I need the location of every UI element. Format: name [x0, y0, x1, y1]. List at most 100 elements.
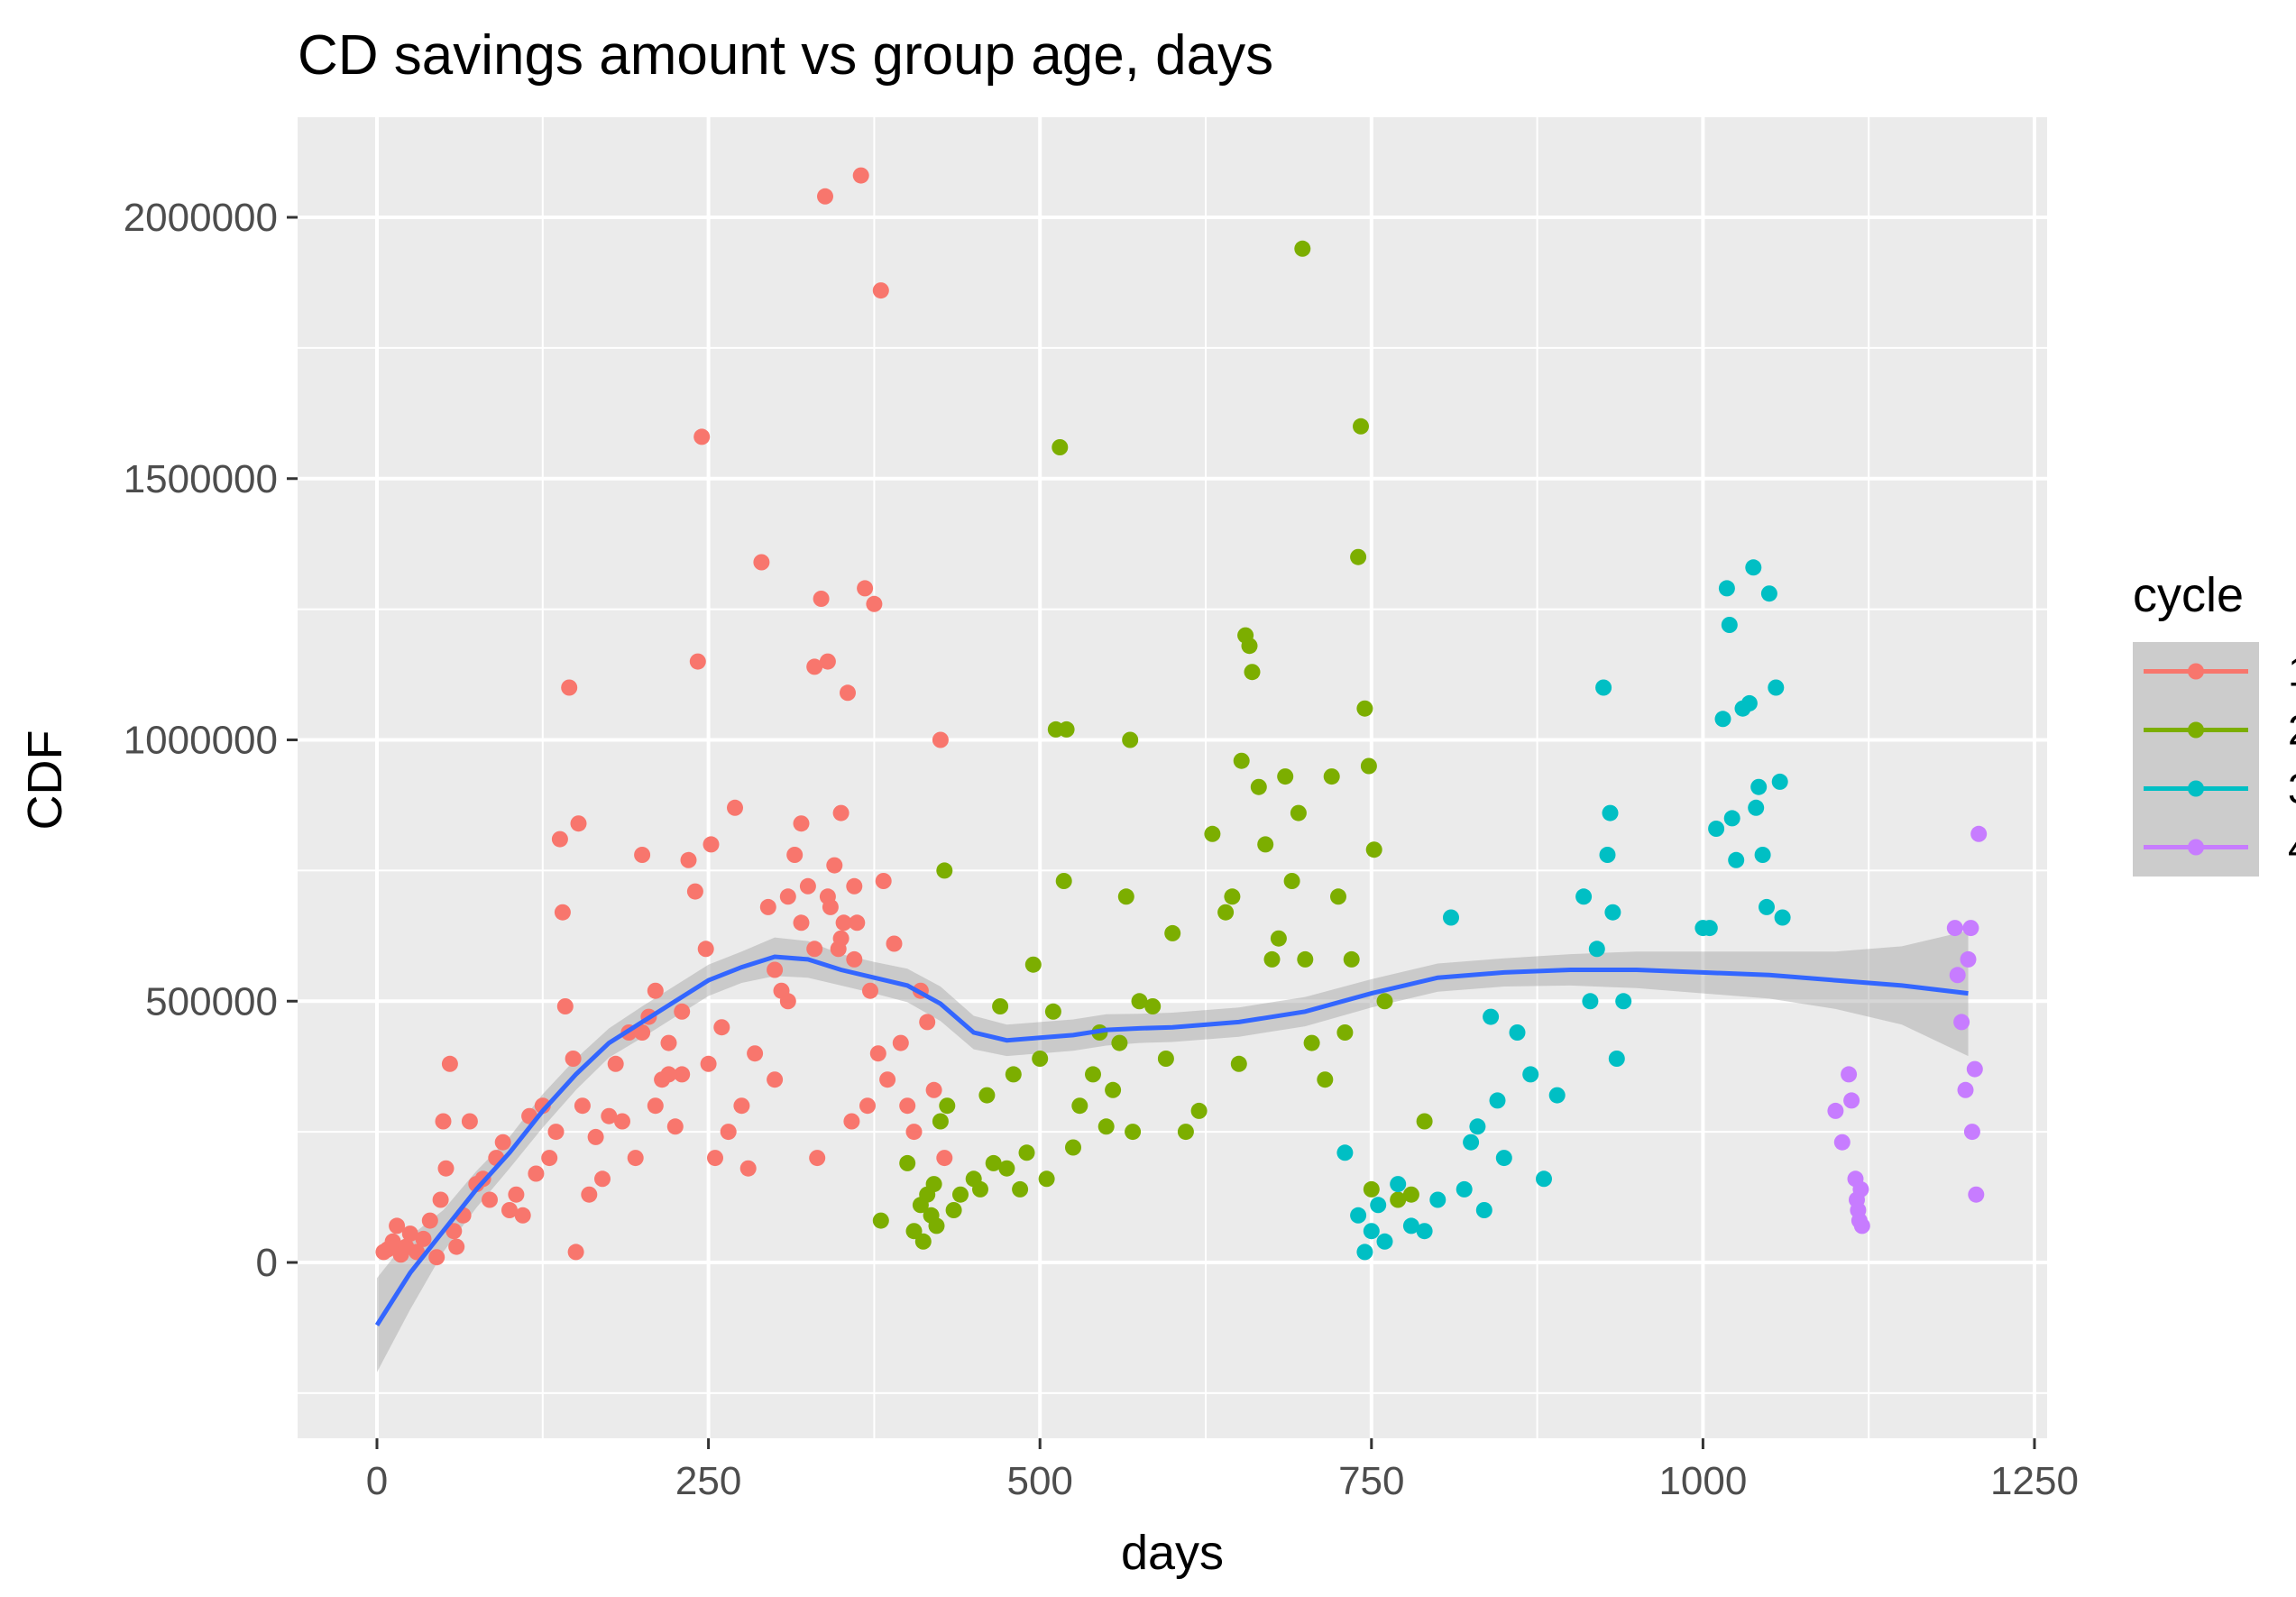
data-point-cycle-2 [1105, 1081, 1122, 1098]
data-point-cycle-1 [634, 847, 651, 863]
data-point-cycle-4 [1827, 1102, 1844, 1119]
legend-key-point [2188, 721, 2204, 739]
data-point-cycle-2 [1402, 1186, 1419, 1203]
data-point-cycle-1 [813, 591, 830, 607]
data-point-cycle-1 [892, 1034, 909, 1051]
data-point-cycle-1 [862, 982, 878, 999]
data-point-cycle-1 [534, 1097, 551, 1115]
data-point-cycle-1 [817, 188, 833, 205]
data-point-cycle-3 [1475, 1202, 1492, 1218]
data-point-cycle-2 [1125, 1124, 1142, 1141]
data-point-cycle-1 [627, 1150, 644, 1167]
data-point-cycle-3 [1754, 847, 1771, 863]
data-point-cycle-1 [551, 831, 568, 848]
x-tick-label: 1250 [1990, 1459, 2079, 1503]
data-point-cycle-2 [1323, 768, 1340, 785]
data-point-cycle-1 [660, 1066, 677, 1083]
data-point-cycle-1 [759, 898, 776, 915]
data-point-cycle-1 [634, 1024, 651, 1041]
legend-label-cycle-2: 2 [2288, 707, 2296, 754]
data-point-cycle-2 [928, 1217, 945, 1234]
data-point-cycle-1 [905, 1124, 923, 1141]
data-point-cycle-1 [415, 1230, 432, 1247]
legend-label-cycle-1: 1 [2288, 648, 2296, 695]
data-point-cycle-2 [945, 1202, 962, 1218]
data-point-cycle-1 [707, 1150, 723, 1167]
y-tick-label: 2000000 [124, 196, 278, 240]
data-point-cycle-2 [1018, 1144, 1035, 1161]
data-point-cycle-1 [875, 873, 892, 889]
data-point-cycle-3 [1463, 1134, 1480, 1151]
data-point-cycle-3 [1768, 679, 1785, 696]
data-point-cycle-3 [1728, 851, 1745, 868]
x-tick-label: 500 [1006, 1459, 1072, 1503]
data-point-cycle-2 [925, 1176, 942, 1193]
data-point-cycle-2 [932, 1113, 949, 1130]
data-point-cycle-3 [1390, 1176, 1407, 1193]
data-point-cycle-4 [1946, 920, 1963, 937]
data-point-cycle-1 [843, 1113, 860, 1130]
major-grid [298, 117, 2047, 1438]
data-point-cycle-4 [1843, 1092, 1860, 1109]
data-point-cycle-1 [587, 1128, 604, 1145]
data-point-cycle-3 [1750, 778, 1768, 795]
data-point-cycle-2 [1263, 950, 1281, 968]
plot-panel [298, 117, 2047, 1438]
data-point-cycle-2 [905, 1223, 923, 1240]
data-point-cycle-4 [1962, 920, 1979, 937]
data-point-cycle-1 [767, 961, 784, 978]
data-point-cycle-1 [846, 950, 863, 968]
data-point-cycle-1 [852, 167, 869, 184]
data-point-cycle-4 [1970, 825, 1988, 842]
data-point-cycle-2 [1303, 1034, 1320, 1051]
data-point-cycle-1 [581, 1186, 598, 1203]
data-point-cycle-1 [899, 1097, 916, 1115]
data-point-cycle-2 [939, 1097, 956, 1115]
data-point-cycle-3 [1416, 1223, 1433, 1240]
data-point-cycle-2 [1204, 825, 1221, 842]
data-point-cycle-4 [1853, 1217, 1870, 1234]
data-point-cycle-2 [1297, 950, 1314, 968]
data-point-cycle-1 [594, 1170, 611, 1188]
data-points [375, 167, 1988, 1266]
data-point-cycle-1 [779, 993, 796, 1010]
data-point-cycle-1 [601, 1107, 618, 1124]
data-point-cycle-2 [1111, 1034, 1128, 1051]
data-point-cycle-2 [1097, 1118, 1115, 1135]
data-point-cycle-3 [1356, 1244, 1373, 1261]
data-point-cycle-3 [1721, 617, 1738, 633]
data-point-cycle-1 [779, 888, 796, 905]
data-point-cycle-1 [846, 877, 863, 895]
x-tick-label: 0 [366, 1459, 388, 1503]
data-point-cycle-3 [1582, 993, 1599, 1010]
data-point-cycle-1 [799, 877, 816, 895]
data-point-cycle-3 [1748, 799, 1765, 816]
data-point-cycle-1 [494, 1134, 511, 1151]
data-point-cycle-2 [1224, 888, 1241, 905]
data-point-cycle-3 [1723, 810, 1740, 827]
data-point-cycle-3 [1588, 941, 1605, 958]
data-point-cycle-1 [835, 914, 852, 932]
data-point-cycle-1 [936, 1150, 953, 1167]
data-point-cycle-1 [567, 1244, 584, 1261]
data-point-cycle-4 [1968, 1186, 1985, 1203]
data-point-cycle-2 [978, 1087, 996, 1104]
data-point-cycle-2 [992, 998, 1009, 1014]
data-point-cycle-2 [985, 1154, 1002, 1171]
data-point-cycle-1 [435, 1113, 452, 1130]
x-tick-label: 250 [675, 1459, 741, 1503]
data-point-cycle-3 [1456, 1180, 1473, 1198]
data-point-cycle-4 [1966, 1060, 1983, 1078]
data-point-cycle-2 [1330, 888, 1346, 905]
data-point-cycle-3 [1376, 1233, 1393, 1250]
data-point-cycle-1 [925, 1081, 942, 1098]
data-point-cycle-1 [932, 731, 949, 748]
smooth-line [374, 954, 1969, 1326]
data-point-cycle-1 [793, 815, 810, 832]
data-point-cycle-2 [1055, 873, 1072, 889]
data-point-cycle-2 [1353, 418, 1369, 435]
data-point-cycle-2 [1044, 1003, 1061, 1020]
data-point-cycle-3 [1522, 1066, 1539, 1083]
data-point-cycle-3 [1745, 559, 1762, 576]
data-point-cycle-1 [541, 1150, 558, 1167]
